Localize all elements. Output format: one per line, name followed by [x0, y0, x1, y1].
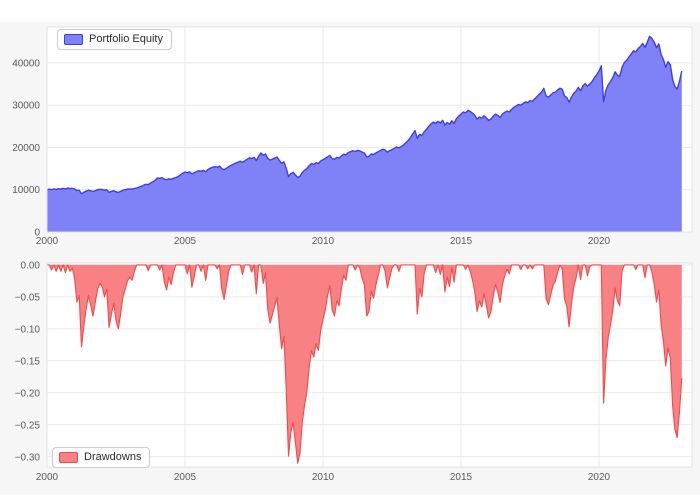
drawdowns-y-tick-label: −0.20 [15, 388, 41, 399]
drawdowns-plot-border [46, 262, 693, 468]
drawdowns-y-tick-label: −0.10 [15, 324, 41, 335]
equity-plot-border [46, 26, 693, 233]
figure-area: 0 10000 20000 30000 40000 2000 2005 2010 2015 202… [0, 22, 700, 495]
equity-x-tick-label: 2000 [36, 236, 59, 247]
equity-legend-swatch-icon [64, 34, 83, 45]
equity-line [47, 35, 683, 195]
drawdowns-legend: Drawdowns [52, 447, 151, 468]
equity-x-tick-label: 2020 [588, 236, 611, 247]
equity-legend-label: Portfolio Equity [89, 33, 163, 45]
drawdowns-legend-label: Drawdowns [84, 451, 142, 463]
drawdowns-x-tick-label: 2015 [450, 472, 473, 483]
equity-figure: 0 10000 20000 30000 40000 2000 2005 2010 2015 202… [0, 22, 700, 250]
equity-y-tick-label: 20000 [12, 143, 40, 154]
drawdowns-area [47, 264, 682, 464]
drawdowns-line [47, 264, 683, 464]
equity-axis-labels: 0 10000 20000 30000 40000 2000 2005 2010 2015 202… [12, 58, 610, 247]
equity-y-tick-label: 30000 [12, 101, 40, 112]
equity-x-tick-label: 2005 [174, 236, 197, 247]
equity-chart-svg: 0 10000 20000 30000 40000 2000 2005 2010 2015 202… [12, 26, 693, 247]
drawdowns-legend-swatch-icon [59, 452, 78, 463]
drawdowns-x-tick-label: 2005 [174, 472, 197, 483]
equity-y-tick-label: 40000 [12, 58, 40, 69]
drawdowns-x-tick-label: 2000 [36, 472, 59, 483]
drawdowns-y-tick-label: 0.00 [21, 260, 41, 271]
drawdowns-axis-labels: 0.00 −0.05 −0.10 −0.15 −0.20 −0.25 −0.30 2000 20… [15, 260, 611, 483]
equity-y-tick-label: 0 [34, 228, 40, 239]
equity-area [47, 36, 682, 232]
drawdowns-figure: 0.00 −0.05 −0.10 −0.15 −0.20 −0.25 −0.30 2000 20… [0, 250, 700, 495]
drawdowns-chart-svg: 0.00 −0.05 −0.10 −0.15 −0.20 −0.25 −0.30 2000 20… [15, 260, 693, 483]
equity-legend: Portfolio Equity [57, 29, 172, 50]
drawdowns-x-tick-label: 2020 [588, 472, 611, 483]
drawdowns-y-tick-label: −0.30 [15, 452, 41, 463]
equity-x-tick-label: 2010 [312, 236, 335, 247]
drawdowns-y-tick-label: −0.15 [15, 356, 41, 367]
drawdowns-y-tick-label: −0.25 [15, 420, 41, 431]
drawdowns-y-tick-label: −0.05 [15, 292, 41, 303]
equity-x-tick-label: 2015 [450, 236, 473, 247]
drawdowns-x-tick-label: 2010 [312, 472, 335, 483]
equity-y-tick-label: 10000 [12, 185, 40, 196]
